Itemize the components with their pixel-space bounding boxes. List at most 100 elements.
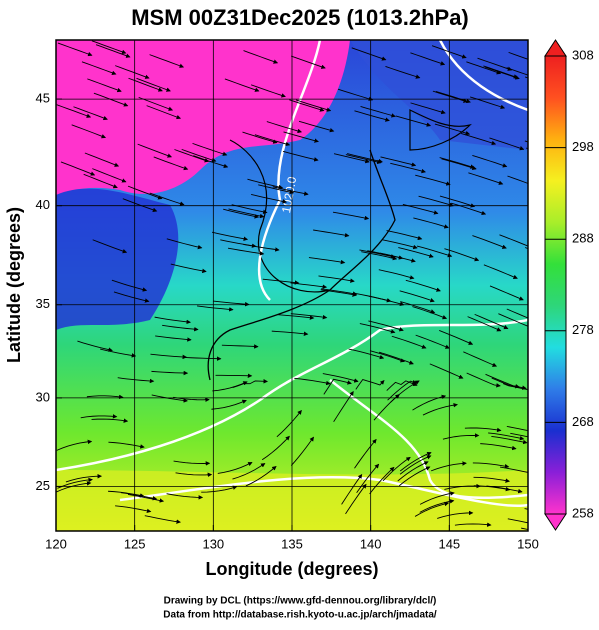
streamline xyxy=(294,377,331,386)
streamline xyxy=(173,460,211,466)
streamline xyxy=(91,40,127,54)
streamline xyxy=(193,155,229,169)
streamline xyxy=(211,399,247,410)
streamline xyxy=(412,306,448,320)
streamline xyxy=(290,55,326,69)
streamline xyxy=(111,279,148,292)
streamline xyxy=(261,435,290,461)
streamline xyxy=(333,153,370,164)
contour-label: 1020.0 xyxy=(279,175,299,214)
streamline xyxy=(378,351,414,365)
streamline xyxy=(192,142,228,156)
y-tick-label: 25 xyxy=(36,478,50,493)
streamline xyxy=(196,305,234,312)
streamline xyxy=(322,373,359,383)
x-tick-label: 120 xyxy=(45,536,67,551)
streamline xyxy=(65,474,103,483)
streamline xyxy=(491,435,528,445)
streamline xyxy=(166,238,203,250)
streamline xyxy=(283,131,319,143)
streamline xyxy=(395,115,432,127)
streamline xyxy=(483,264,518,279)
streamline xyxy=(400,301,436,314)
streamline xyxy=(444,248,480,262)
streamline xyxy=(405,279,441,292)
x-tick-label: 140 xyxy=(360,536,382,551)
streamline xyxy=(337,88,374,101)
streamline xyxy=(162,324,199,332)
streamline xyxy=(242,131,278,144)
streamline xyxy=(122,198,158,212)
x-tick-label: 130 xyxy=(202,536,224,551)
streamline xyxy=(223,208,260,219)
streamline xyxy=(271,330,309,337)
streamline xyxy=(251,84,286,98)
streamline xyxy=(414,501,450,517)
streamline xyxy=(468,172,504,185)
streamline xyxy=(439,330,474,345)
streamline xyxy=(442,433,480,440)
streamline xyxy=(472,155,508,168)
streamline xyxy=(391,335,427,349)
colorbar-extend-top xyxy=(544,39,567,57)
streamline xyxy=(127,493,165,503)
streamline xyxy=(108,441,145,449)
streamline xyxy=(276,409,302,438)
streamline xyxy=(290,313,328,320)
streamline xyxy=(398,247,434,258)
streamline xyxy=(73,106,108,121)
streamline xyxy=(439,195,476,208)
cold-region xyxy=(56,188,179,330)
streamline xyxy=(154,316,191,325)
streamline xyxy=(220,239,257,248)
streamline xyxy=(382,456,411,482)
streamline xyxy=(92,239,128,254)
streamline xyxy=(369,350,405,363)
streamline xyxy=(489,137,525,151)
streamline xyxy=(320,288,358,296)
streamline xyxy=(128,77,163,92)
streamline xyxy=(212,300,250,307)
colorbar-tick-label: 278 xyxy=(572,322,594,337)
streamline xyxy=(245,465,277,487)
streamline xyxy=(277,314,315,320)
streamline xyxy=(347,153,383,164)
streamline xyxy=(215,373,253,379)
streamline xyxy=(368,295,405,306)
footer: Data from http://database.rish.kyoto-u.a… xyxy=(163,610,437,621)
streamline xyxy=(360,106,396,118)
streamline xyxy=(489,285,524,301)
streamline xyxy=(149,54,185,68)
streamline xyxy=(341,473,363,505)
streamline xyxy=(422,402,458,416)
streamline xyxy=(413,217,449,229)
streamline xyxy=(429,363,464,379)
colorbar-extend-bottom xyxy=(544,513,567,531)
streamline xyxy=(323,378,352,395)
colorbar-tick-label: 288 xyxy=(572,231,594,246)
streamline xyxy=(83,173,118,189)
colorbar-tick-label: 298 xyxy=(572,139,594,154)
streamline xyxy=(506,425,528,432)
streamline xyxy=(137,143,173,158)
streamline xyxy=(390,162,426,174)
streamline xyxy=(399,455,432,475)
streamline xyxy=(212,381,248,392)
streamline xyxy=(231,204,268,214)
streamline xyxy=(398,466,431,487)
streamline xyxy=(201,485,238,493)
colorbar xyxy=(544,55,567,515)
streamline xyxy=(410,52,446,66)
streamline xyxy=(506,308,528,319)
streamline xyxy=(356,463,380,494)
streamline xyxy=(473,476,510,483)
streamline xyxy=(415,174,451,186)
coastline xyxy=(229,139,331,293)
streamline xyxy=(521,527,528,530)
streamline xyxy=(84,152,120,167)
streamline xyxy=(345,154,382,165)
streamline xyxy=(333,390,354,422)
streamline xyxy=(136,77,171,92)
streamline xyxy=(144,515,181,524)
